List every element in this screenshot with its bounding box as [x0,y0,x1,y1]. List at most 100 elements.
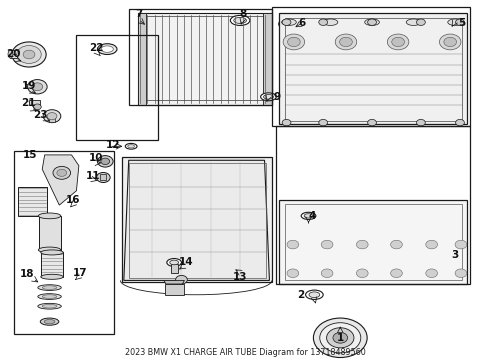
Text: 7: 7 [135,9,142,19]
Text: 8: 8 [239,9,246,19]
Circle shape [416,19,425,26]
Ellipse shape [170,260,178,265]
Ellipse shape [38,247,61,253]
Ellipse shape [309,292,320,298]
Bar [285,18,462,121]
Bar [76,35,158,140]
Bar [165,284,184,295]
Text: 9: 9 [274,92,281,102]
Ellipse shape [301,212,316,220]
Text: 12: 12 [106,140,121,150]
Ellipse shape [323,19,338,26]
Ellipse shape [128,145,135,148]
Circle shape [287,240,299,249]
Ellipse shape [306,290,323,300]
Text: 11: 11 [86,171,101,181]
Circle shape [282,120,291,126]
Circle shape [455,240,467,249]
Circle shape [57,169,67,176]
Ellipse shape [101,46,113,52]
Text: 5: 5 [458,18,466,28]
Bar [276,126,470,284]
Ellipse shape [98,44,117,54]
Circle shape [368,19,376,26]
Circle shape [282,19,291,26]
Circle shape [391,240,402,249]
Circle shape [175,275,187,284]
Ellipse shape [304,214,313,218]
Ellipse shape [42,286,57,289]
Bar [263,13,272,105]
Circle shape [321,240,333,249]
Ellipse shape [230,15,250,26]
Circle shape [47,113,57,120]
Bar [100,174,106,180]
Ellipse shape [282,21,296,28]
Text: 20: 20 [6,49,20,59]
Circle shape [456,120,465,126]
Ellipse shape [41,250,63,255]
Circle shape [333,332,347,343]
Bar [129,163,266,278]
Circle shape [314,318,367,357]
Text: 16: 16 [66,195,80,205]
Text: 22: 22 [89,43,104,53]
Ellipse shape [167,258,181,266]
Text: 23: 23 [33,110,48,120]
Circle shape [33,104,41,110]
Bar [39,216,61,250]
Ellipse shape [264,94,273,99]
Bar [279,200,467,284]
Circle shape [335,34,357,50]
Polygon shape [164,280,184,284]
Circle shape [101,158,110,165]
Circle shape [321,269,333,278]
Circle shape [416,120,425,126]
Text: 15: 15 [23,150,37,160]
Bar [10,50,24,58]
Ellipse shape [125,143,137,149]
Bar [29,100,40,105]
Bar [279,13,467,125]
Text: 17: 17 [73,268,87,278]
Circle shape [98,156,113,167]
Circle shape [327,328,354,348]
Circle shape [426,269,438,278]
Circle shape [287,269,299,278]
Circle shape [319,120,328,126]
Bar [14,150,114,334]
Bar [171,264,177,273]
Circle shape [27,80,47,94]
Text: 19: 19 [22,81,36,91]
Ellipse shape [42,295,57,298]
Text: 4: 4 [309,211,316,221]
Circle shape [97,172,110,183]
Ellipse shape [261,93,276,101]
Circle shape [43,110,61,123]
Ellipse shape [406,19,421,26]
Ellipse shape [40,318,59,325]
Circle shape [23,50,35,59]
Ellipse shape [38,303,61,309]
Text: 2: 2 [297,290,305,300]
Ellipse shape [8,50,13,58]
Bar [41,252,63,277]
Text: 2023 BMW X1 CHARGE AIR TUBE Diagram for 13718489560: 2023 BMW X1 CHARGE AIR TUBE Diagram for … [124,348,366,357]
Circle shape [288,37,300,46]
Polygon shape [138,13,272,105]
Circle shape [426,240,438,249]
Ellipse shape [44,319,55,324]
Bar [122,157,272,282]
Ellipse shape [42,305,57,308]
Text: 10: 10 [89,153,104,163]
Circle shape [356,269,368,278]
Ellipse shape [447,22,461,29]
Circle shape [455,269,467,278]
Ellipse shape [279,19,299,30]
Text: 21: 21 [21,98,36,108]
Circle shape [340,37,352,46]
Bar [141,16,269,100]
Circle shape [444,37,457,46]
Circle shape [440,34,461,50]
Bar [49,118,55,122]
